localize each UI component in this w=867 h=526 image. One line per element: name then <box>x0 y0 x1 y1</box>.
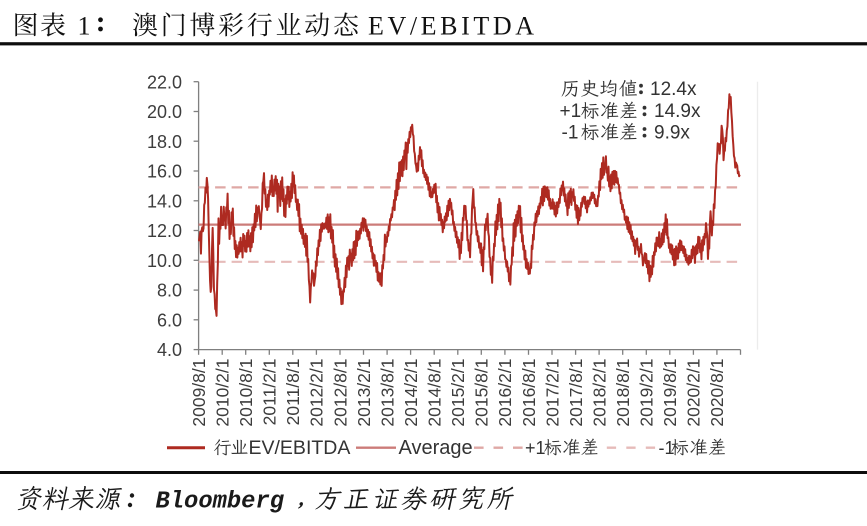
svg-text:2011/2/1: 2011/2/1 <box>260 359 280 426</box>
svg-text:2020/2/1: 2020/2/1 <box>684 359 704 427</box>
svg-text:2015/2/1: 2015/2/1 <box>448 358 468 426</box>
svg-text:+1: +1 <box>525 438 546 458</box>
svg-text:2012/2/1: 2012/2/1 <box>307 359 327 427</box>
svg-text:2017/2/1: 2017/2/1 <box>542 359 562 427</box>
svg-text:EV/EBITDA: EV/EBITDA <box>249 437 351 459</box>
svg-text:Average: Average <box>399 437 473 459</box>
svg-text:2016/8/1: 2016/8/1 <box>519 359 539 427</box>
svg-text:22.0: 22.0 <box>147 72 182 92</box>
svg-text:2011/8/1: 2011/8/1 <box>283 359 303 426</box>
svg-text:2009/8/1: 2009/8/1 <box>189 359 209 427</box>
svg-text:2014/8/1: 2014/8/1 <box>425 359 445 427</box>
svg-text:16.0: 16.0 <box>147 162 182 182</box>
svg-text:2019/8/1: 2019/8/1 <box>660 359 680 427</box>
svg-text:14.0: 14.0 <box>147 191 182 211</box>
svg-text:+1: +1 <box>560 101 582 122</box>
svg-text:EV/EBITDA: EV/EBITDA <box>368 11 538 40</box>
svg-text:1: 1 <box>78 11 91 40</box>
svg-text:-1: -1 <box>659 438 675 458</box>
svg-text:2016/2/1: 2016/2/1 <box>495 359 515 427</box>
svg-text:20.0: 20.0 <box>147 102 182 122</box>
svg-text:2020/8/1: 2020/8/1 <box>707 359 727 427</box>
svg-text:10.0: 10.0 <box>147 251 182 271</box>
svg-text:8.0: 8.0 <box>157 281 182 301</box>
svg-text:2013/2/1: 2013/2/1 <box>354 359 374 427</box>
svg-text:14.9x: 14.9x <box>654 101 701 122</box>
svg-text:12.0: 12.0 <box>147 221 182 241</box>
svg-text:2014/2/1: 2014/2/1 <box>401 359 421 427</box>
svg-text:18.0: 18.0 <box>147 132 182 152</box>
svg-text:6.0: 6.0 <box>157 310 182 330</box>
svg-text:2018/2/1: 2018/2/1 <box>589 359 609 427</box>
svg-text:2013/8/1: 2013/8/1 <box>377 359 397 427</box>
svg-text:2015/8/1: 2015/8/1 <box>472 358 492 426</box>
svg-text:2017/8/1: 2017/8/1 <box>566 359 586 427</box>
svg-text:2012/8/1: 2012/8/1 <box>330 359 350 427</box>
svg-text:12.4x: 12.4x <box>650 79 697 100</box>
svg-text:2019/2/1: 2019/2/1 <box>637 359 657 427</box>
svg-text:2010/2/1: 2010/2/1 <box>213 359 233 427</box>
svg-text:2010/8/1: 2010/8/1 <box>236 359 256 427</box>
svg-text:Bloomberg: Bloomberg <box>156 489 285 516</box>
svg-text:-1: -1 <box>562 122 579 143</box>
svg-text:2018/8/1: 2018/8/1 <box>613 359 633 427</box>
svg-text:9.9x: 9.9x <box>654 122 690 143</box>
svg-text:4.0: 4.0 <box>157 340 182 360</box>
